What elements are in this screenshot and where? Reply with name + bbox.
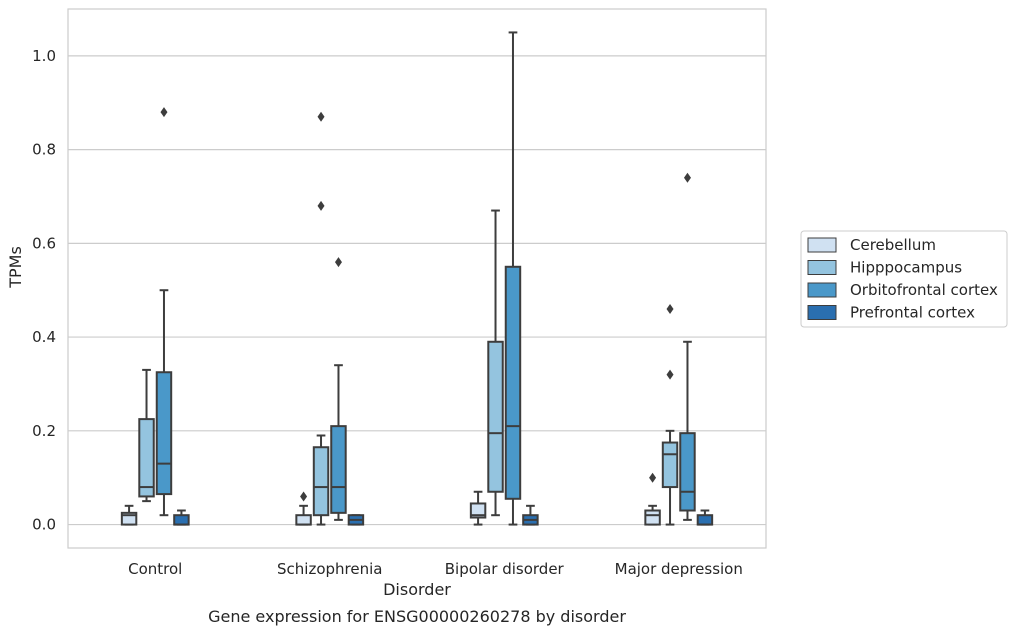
y-tick-label: 0.6 (32, 234, 56, 252)
box-prefrontal-cortex-2 (522, 504, 539, 526)
box-cerebellum-1 (295, 491, 312, 526)
x-tick-label: Schizophrenia (277, 560, 382, 578)
outlier-point (300, 491, 308, 502)
box-body (644, 509, 661, 526)
x-tick-label: Major depression (615, 560, 743, 578)
y-tick-label: 0.8 (32, 141, 56, 159)
outlier-point (683, 172, 691, 183)
box-orbitofrontal-cortex-0 (155, 107, 173, 517)
legend-swatch (807, 282, 837, 298)
outlier-point (649, 472, 657, 483)
box-body (504, 265, 522, 500)
outlier-point (317, 200, 325, 211)
outlier-point (317, 111, 325, 122)
legend-swatch (807, 237, 837, 253)
box-body (330, 425, 347, 514)
outlier-point (666, 303, 674, 314)
box-body (661, 441, 679, 489)
y-axis-ticks: 0.0 0.2 0.4 0.6 0.8 1.0 (32, 47, 56, 534)
x-tick-label: Control (128, 560, 182, 578)
x-axis-ticks: Control Schizophrenia Bipolar disorder Majo… (128, 560, 743, 578)
plot-area-frame (67, 8, 767, 549)
box-body (469, 502, 487, 519)
box-body (173, 514, 190, 526)
legend-label: Hipppocampus (850, 259, 962, 277)
box-body (295, 514, 312, 526)
legend-swatch (807, 260, 837, 275)
box-body (120, 511, 138, 526)
boxes-layer (120, 31, 714, 526)
box-body (696, 514, 714, 526)
box-body (312, 446, 330, 517)
box-hipppocampus-1 (312, 111, 330, 526)
box-cerebellum-2 (469, 490, 487, 526)
box-hipppocampus-2 (487, 209, 504, 517)
legend-label: Orbitofrontal cortex (850, 281, 998, 299)
box-orbitofrontal-cortex-1 (330, 257, 347, 521)
box-hipppocampus-3 (661, 303, 679, 526)
grid-layer (68, 55, 766, 526)
x-tick-label: Bipolar disorder (445, 560, 565, 578)
box-cerebellum-0 (120, 504, 138, 526)
outlier-point (334, 257, 342, 268)
box-orbitofrontal-cortex-2 (504, 31, 522, 526)
box-prefrontal-cortex-3 (696, 509, 714, 526)
y-tick-label: 1.0 (32, 47, 56, 65)
chart-caption: Gene expression for ENSG00000260278 by d… (208, 607, 626, 626)
box-body (155, 371, 173, 496)
box-body (679, 432, 696, 512)
x-axis-title: Disorder (383, 580, 451, 599)
outlier-point (160, 107, 168, 118)
y-tick-label: 0.0 (32, 516, 56, 534)
box-cerebellum-3 (644, 472, 661, 526)
box-body (138, 418, 155, 498)
y-tick-label: 0.4 (32, 328, 56, 346)
y-axis-title: TPMs (6, 246, 25, 289)
legend-swatch (807, 305, 837, 320)
legend-label: Cerebellum (850, 236, 936, 254)
box-body (487, 340, 504, 493)
box-orbitofrontal-cortex-3 (679, 172, 696, 521)
legend-label: Prefrontal cortex (850, 304, 975, 322)
box-prefrontal-cortex-0 (173, 509, 190, 526)
box-prefrontal-cortex-1 (347, 514, 365, 526)
outlier-point (666, 369, 674, 380)
box-hipppocampus-0 (138, 368, 155, 503)
legend-frame (800, 230, 1008, 328)
legend: Cerebellum Hipppocampus Orbitofrontal cort… (800, 230, 1008, 328)
y-tick-label: 0.2 (32, 422, 56, 440)
